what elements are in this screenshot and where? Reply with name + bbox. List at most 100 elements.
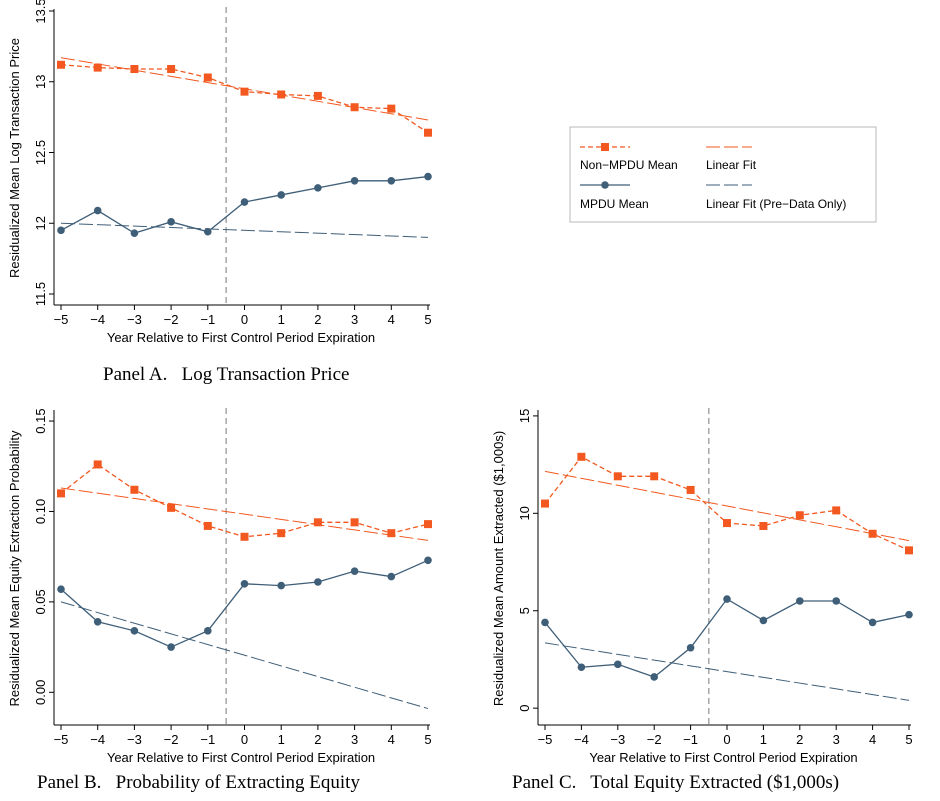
panel-b-x-tick-label: −2	[164, 732, 179, 747]
panel-b-x-tick-label: 5	[424, 732, 431, 747]
panel-a-x-tick-label: −5	[54, 312, 69, 327]
panel-c-non-mpdu-point	[613, 472, 622, 481]
panel-b-non-mpdu-point	[350, 518, 359, 527]
panel-c-x-tick-label: 0	[723, 732, 730, 747]
panel-b-x-tick-label: −4	[90, 732, 105, 747]
panel-a-non-mpdu-point	[167, 65, 176, 74]
panel-c-x-tick-label: −3	[610, 732, 625, 747]
panel-b-non-mpdu-point	[130, 485, 139, 494]
panel-a-y-tick-label: 11.5	[33, 282, 48, 306]
panel-c-mpdu-point	[832, 597, 840, 605]
panel-b-mpdu-point	[387, 572, 396, 581]
legend-key-mpdu-marker	[601, 181, 609, 189]
panel-b-y-tick-label: 0.00	[33, 680, 48, 705]
panel-b-mpdu-point	[314, 578, 322, 586]
panel-a-y-axis-title: Residualized Mean Log Transaction Price	[7, 38, 22, 278]
panel-c-x-tick-label: −4	[574, 732, 589, 747]
panel-c-mpdu-point	[577, 663, 586, 672]
panel-a-non-mpdu-point	[57, 60, 65, 69]
panel-a-non-mpdu-point	[203, 73, 212, 82]
panel-c-mpdu-point	[868, 618, 877, 627]
panel-a-non-mpdu-point	[313, 91, 322, 100]
panel-a-mpdu-point	[387, 177, 396, 185]
panel-c-x-tick-label: −2	[647, 732, 662, 747]
panel-c-mpdu-linear-fit-pre	[544, 642, 910, 701]
panel-c-non-mpdu-point	[868, 529, 877, 538]
legend-label-non-mpdu-mean: Non−MPDU Mean	[580, 158, 678, 172]
panel-b-mpdu-point	[350, 567, 359, 575]
panel-c-mpdu-point	[686, 643, 695, 652]
panel-b-mpdu-point	[240, 579, 249, 588]
panel-c-non-mpdu-point	[905, 546, 913, 555]
panel-c-non-mpdu-point	[650, 472, 659, 481]
panel-a-x-axis-title: Year Relative to First Control Period Ex…	[107, 330, 375, 345]
panel-a-non-mpdu-point	[240, 87, 249, 96]
panel-c-non-mpdu-linear-fit	[544, 470, 910, 542]
panel-b-x-tick-label: 0	[241, 732, 248, 747]
panel-b-non-mpdu-point	[167, 503, 176, 512]
panel-b-caption: Panel B. Probability of Extracting Equit…	[37, 772, 360, 793]
panel-c-non-mpdu-line	[544, 455, 910, 551]
panel-a-x-tick-label: 5	[424, 312, 431, 327]
panel-b-mpdu-point	[167, 643, 175, 651]
legend-item-linear-fit: Linear Fit	[706, 146, 757, 172]
panel-c-x-tick-label: 4	[869, 732, 876, 747]
legend-key-non-mpdu-marker	[601, 143, 609, 151]
panel-a-non-mpdu-point	[350, 103, 359, 112]
panel-c-non-mpdu-point	[759, 521, 768, 530]
panel-c-non-mpdu-point	[723, 519, 731, 528]
legend-item-non-mpdu-mean: Non−MPDU Mean	[580, 143, 678, 172]
panel-b-non-mpdu-point	[277, 529, 286, 538]
panel-a-mpdu-point	[314, 184, 322, 192]
panel-c-x-tick-label: 1	[760, 732, 767, 747]
panel-c-mpdu-point	[650, 673, 658, 681]
panel-a-y-tick-label: 12.5	[33, 140, 48, 165]
panel-a-x-tick-label: 2	[314, 312, 321, 327]
panel-b-x-tick-label: 1	[278, 732, 285, 747]
panel-a-non-mpdu-point	[93, 63, 102, 72]
panel-a-x-tick-label: 4	[388, 312, 395, 327]
panel-a-mpdu-point	[130, 229, 139, 237]
panel-c-mpdu-point	[614, 660, 622, 669]
panel-c-non-mpdu-point	[795, 511, 804, 520]
panel-b-x-tick-label: 3	[351, 732, 358, 747]
panel-a-non-mpdu-line	[60, 64, 429, 134]
panel-c-x-tick-label: 5	[905, 732, 912, 747]
panel-b-x-tick-label: −5	[54, 732, 69, 747]
panel-c-y-tick-label: 15	[517, 409, 532, 423]
panel-b-non-mpdu-linear-fit	[60, 487, 429, 541]
legend-label-mpdu-mean: MPDU Mean	[580, 197, 649, 211]
panel-b-non-mpdu-point	[57, 489, 65, 498]
panel-a-x-tick-label: 0	[241, 312, 248, 327]
panel-b-mpdu-point	[57, 585, 65, 594]
panel-a-mpdu-point	[204, 227, 212, 236]
panel-a-non-mpdu-point	[424, 128, 432, 137]
panel-b-x-tick-label: 2	[314, 732, 321, 747]
panel-c-mpdu-point	[796, 597, 804, 605]
panel-b-non-mpdu-point	[93, 460, 102, 469]
panel-a-x-tick-label: −1	[200, 312, 215, 327]
panel-a-x-tick-label: 3	[351, 312, 358, 327]
panel-b-x-tick-label: 4	[388, 732, 395, 747]
panel-a-non-mpdu-point	[387, 104, 396, 113]
panel-c-x-axis-title: Year Relative to First Control Period Ex…	[589, 750, 857, 765]
panel-b-mpdu-point	[93, 617, 102, 626]
panel-c-mpdu-point	[723, 595, 731, 603]
panel-c-non-mpdu-point	[541, 499, 549, 508]
panel-c-y-tick-label: 5	[517, 607, 532, 614]
panel-b-y-axis-title: Residualized Mean Equity Extraction Prob…	[7, 430, 22, 707]
panel-c-non-mpdu-point	[832, 506, 841, 515]
panel-b-y-tick-label: 0.15	[33, 408, 48, 433]
panel-a-mpdu-point	[167, 218, 175, 226]
panel-b-non-mpdu-point	[203, 521, 212, 530]
legend-box	[569, 126, 877, 223]
panel-c-x-tick-label: 3	[833, 732, 840, 747]
panel-a-mpdu-point	[277, 191, 286, 199]
panel-b-mpdu-point	[130, 627, 139, 635]
panel-c-y-tick-label: 0	[517, 705, 532, 712]
panel-b-non-mpdu-point	[240, 532, 249, 541]
panel-a-non-mpdu-point	[277, 90, 286, 99]
legend-item-mpdu-mean: MPDU Mean	[580, 181, 649, 211]
